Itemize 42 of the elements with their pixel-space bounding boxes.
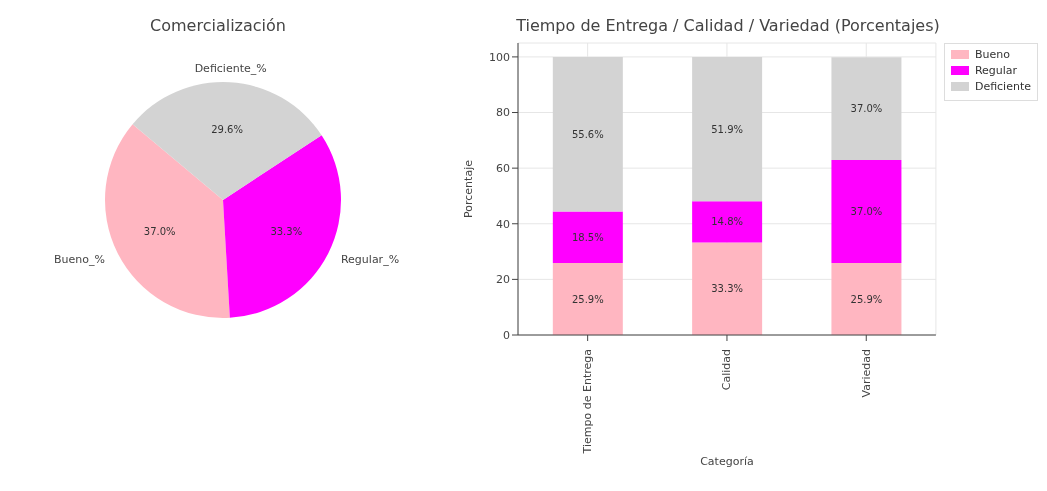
x-tick-label: Tiempo de Entrega	[581, 349, 595, 455]
chart-title: Comercialización	[149, 16, 287, 35]
slice-label: Regular_%	[340, 252, 400, 266]
bar	[831, 262, 902, 335]
data-label: 37.0%	[143, 226, 176, 238]
legend-label: Deficiente	[973, 80, 1031, 93]
bar	[831, 160, 902, 263]
x-tick-label: Variedad	[859, 349, 873, 398]
bar	[692, 56, 763, 202]
chart-title: Tiempo de Entrega / Calidad / Variedad (Porcentajes)	[515, 16, 941, 35]
bar	[552, 262, 623, 335]
bar	[552, 211, 623, 263]
bar	[831, 57, 902, 161]
data-label: 18.5%	[571, 231, 604, 243]
y-tick-label: 40	[496, 217, 510, 231]
data-label: 55.6%	[571, 128, 604, 140]
y-tick-label: 100	[489, 50, 510, 64]
y-tick-label: 20	[496, 273, 510, 287]
y-axis-title: Porcentaje	[461, 159, 475, 218]
data-label: 25.9%	[571, 293, 604, 305]
data-label: 33.3%	[270, 226, 303, 238]
bar	[552, 56, 623, 212]
legend-label: Bueno	[973, 48, 1011, 61]
data-label: 37.0%	[850, 206, 883, 218]
bar	[692, 201, 763, 243]
data-label: 25.9%	[850, 293, 883, 305]
slice-label: Bueno_%	[54, 252, 106, 266]
x-tick-label: Calidad	[720, 349, 734, 391]
x-axis-title: Categoría	[700, 455, 754, 468]
pie-slice	[223, 135, 341, 318]
legend-label: Regular	[973, 64, 1019, 77]
y-tick-label: 80	[496, 106, 510, 120]
slice-label: Deficiente_%	[194, 61, 267, 75]
data-label: 33.3%	[711, 283, 744, 295]
pie-slice	[132, 82, 322, 200]
data-label: 37.0%	[850, 103, 883, 115]
data-label: 29.6%	[211, 123, 244, 135]
data-label: 51.9%	[711, 123, 744, 135]
y-tick-label: 60	[496, 162, 510, 176]
data-label: 14.8%	[711, 216, 744, 228]
y-tick-label: 0	[503, 328, 510, 342]
bar	[692, 242, 763, 335]
